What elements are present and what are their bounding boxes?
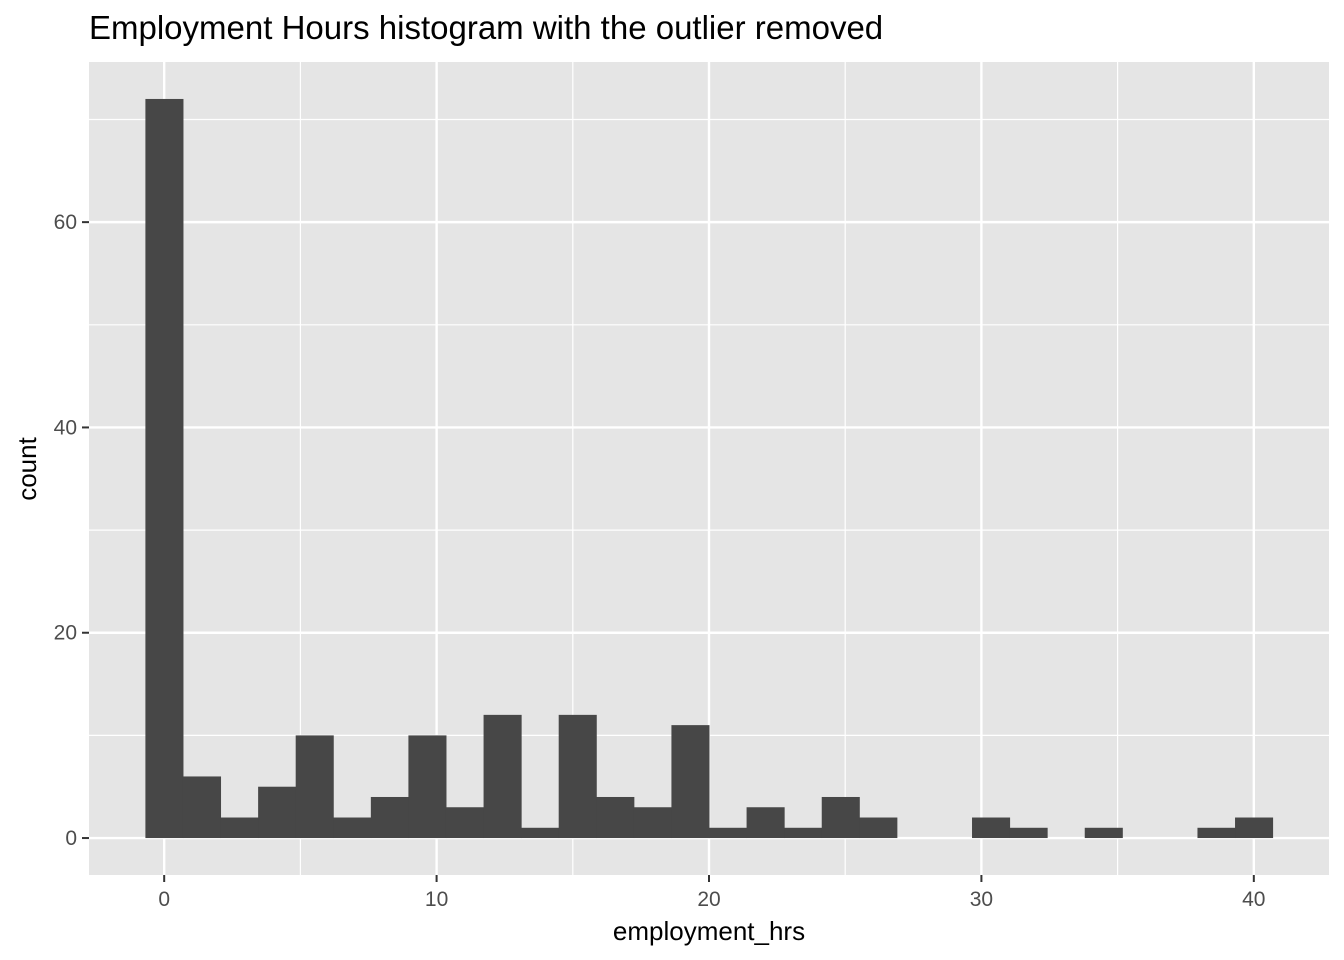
histogram-bar — [558, 714, 597, 839]
y-axis-title: count — [12, 436, 42, 500]
histogram-bar — [521, 827, 560, 839]
x-axis: 0 10 20 30 40 — [158, 875, 1265, 911]
histogram-bar — [1084, 827, 1123, 839]
histogram-bar — [333, 817, 372, 839]
histogram-bar — [145, 98, 184, 839]
y-tick-label: 20 — [54, 622, 77, 645]
histogram-bar — [633, 807, 672, 839]
histogram-bar — [258, 786, 297, 839]
histogram-bar — [596, 796, 635, 839]
histogram-bar — [370, 796, 409, 839]
histogram-bar — [295, 735, 334, 839]
x-tick-label: 40 — [1242, 888, 1265, 911]
histogram-bar — [445, 807, 485, 839]
histogram-bar — [1235, 817, 1274, 839]
histogram-bar — [1009, 827, 1048, 839]
histogram-bar — [972, 817, 1011, 839]
y-tick-label: 40 — [54, 416, 77, 439]
histogram-bar — [483, 714, 522, 839]
y-axis: 0 20 40 60 — [54, 211, 89, 850]
x-tick-label: 10 — [425, 888, 448, 911]
y-tick-label: 60 — [54, 211, 77, 234]
x-axis-title: employment_hrs — [613, 916, 805, 946]
histogram-bar — [746, 807, 785, 839]
x-tick-label: 20 — [697, 888, 720, 911]
histogram-bar — [859, 817, 898, 839]
histogram-bars — [145, 98, 1274, 839]
x-tick-label: 30 — [970, 888, 993, 911]
histogram-bar — [784, 827, 823, 839]
histogram-bar — [182, 776, 222, 839]
x-tick-label: 0 — [158, 888, 170, 911]
histogram-bar — [671, 725, 710, 839]
histogram-bar — [220, 817, 259, 839]
histogram-bar — [408, 735, 447, 839]
histogram-bar — [709, 827, 748, 839]
histogram-bar — [821, 796, 860, 839]
histogram-bar — [1197, 827, 1236, 839]
y-tick-label: 0 — [65, 827, 77, 850]
chart-title: Employment Hours histogram with the outl… — [89, 9, 883, 46]
